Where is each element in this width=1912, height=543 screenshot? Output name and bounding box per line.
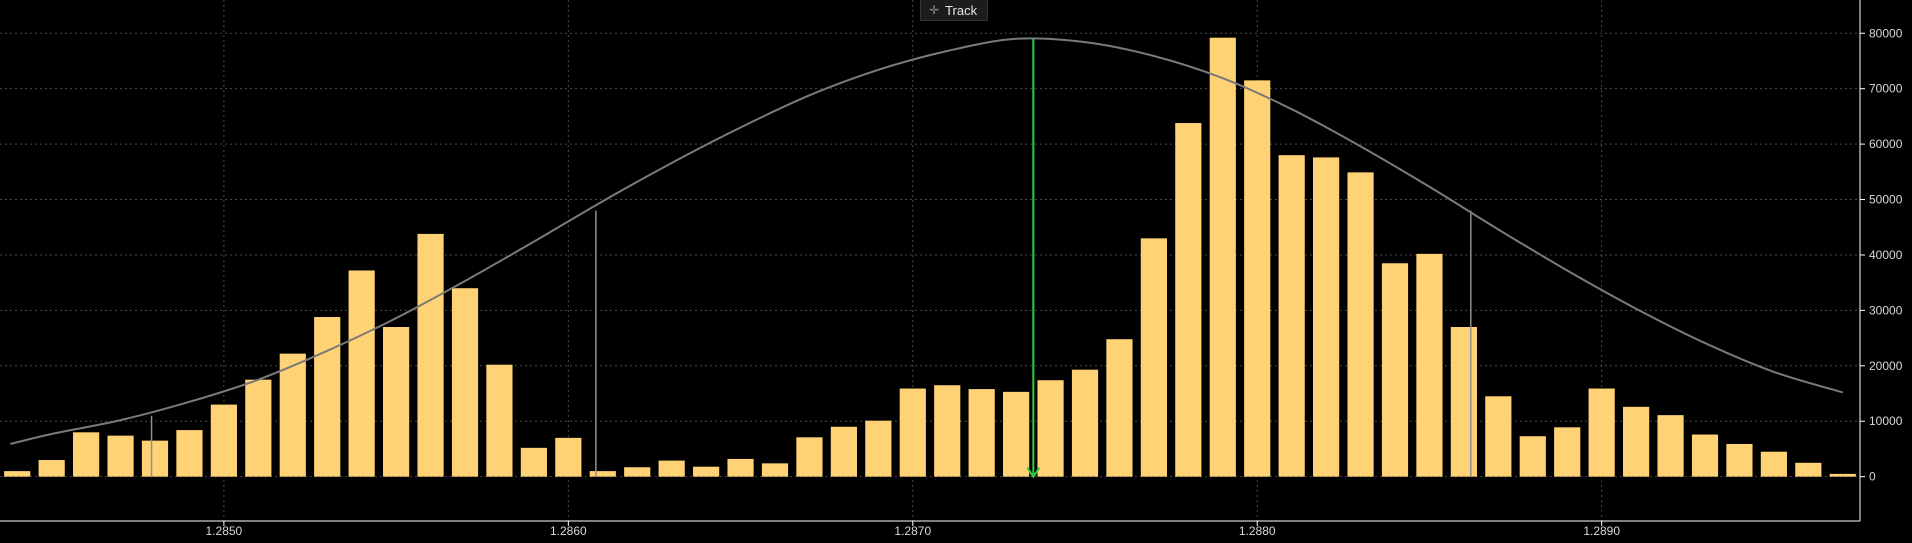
track-button-label: Track (945, 2, 978, 18)
histogram-bar (38, 460, 65, 477)
histogram-bar (1726, 443, 1753, 477)
histogram-bar (1106, 339, 1133, 477)
histogram-bar (1554, 427, 1581, 477)
histogram-bar (520, 447, 547, 477)
histogram-bar (4, 471, 31, 477)
histogram-bar (727, 458, 754, 477)
histogram-bar (1003, 391, 1030, 477)
histogram-bar (693, 466, 720, 477)
x-tick-label: 1.2890 (1583, 524, 1620, 538)
y-tick-label: 70000 (1869, 82, 1903, 96)
mean-marker-arrow (1026, 467, 1041, 479)
histogram-bar (314, 317, 341, 477)
y-tick-label: 10000 (1869, 414, 1903, 428)
y-tick-label: 0 (1869, 470, 1876, 484)
histogram-bar (555, 437, 582, 477)
grid-lines (0, 0, 1860, 521)
histogram-bar (107, 435, 134, 477)
histogram-bar (658, 460, 685, 477)
histogram-bar (1623, 406, 1650, 477)
histogram-bar (1795, 462, 1822, 477)
histogram-bar (1175, 123, 1202, 477)
x-tick-label: 1.2870 (894, 524, 931, 538)
histogram-bar (1209, 37, 1236, 477)
histogram-bar (1347, 172, 1374, 477)
histogram-bar (1037, 380, 1064, 477)
histogram-bar (1519, 436, 1546, 477)
crosshair-icon: ✛ (929, 3, 940, 17)
histogram-bar (1485, 396, 1512, 477)
histogram-bar (1829, 473, 1856, 477)
histogram-bar (761, 463, 789, 477)
x-tick-label: 1.2860 (550, 524, 587, 538)
y-tick-label: 20000 (1869, 359, 1903, 373)
histogram-bar (1657, 415, 1684, 477)
histogram-bar (1760, 451, 1787, 477)
histogram-bar (589, 471, 616, 477)
x-axis-ticks: 1.2850 1.2860 1.2870 1.2880 1.2890 (206, 521, 1620, 538)
histogram-bar (245, 379, 272, 477)
histogram-bar (417, 233, 444, 477)
histogram-bar (1313, 157, 1340, 477)
x-tick-label: 1.2850 (206, 524, 243, 538)
histogram-bar (279, 353, 306, 477)
histogram-bar (796, 437, 823, 477)
y-axis-ticks: 0 10000 20000 30000 40000 50000 60000 70000 8000… (1860, 26, 1903, 484)
histogram-bar (1416, 253, 1443, 477)
histogram-bar (73, 432, 100, 477)
y-tick-label: 50000 (1869, 193, 1903, 207)
y-tick-label: 80000 (1869, 26, 1903, 40)
histogram-bar (348, 270, 375, 477)
band-lines (150, 210, 1472, 477)
histogram-bars (4, 37, 1856, 477)
histogram-bar (1691, 434, 1719, 477)
histogram-bar (1244, 80, 1271, 477)
histogram-bar (1450, 327, 1477, 477)
track-button[interactable]: ✛ Track (920, 0, 989, 21)
axes (0, 0, 1861, 522)
histogram-bar (451, 288, 479, 477)
histogram-bar (383, 327, 410, 477)
histogram-bar (1278, 155, 1305, 477)
y-tick-label: 60000 (1869, 137, 1903, 151)
x-tick-label: 1.2880 (1239, 524, 1276, 538)
y-tick-label: 30000 (1869, 303, 1903, 317)
histogram-bar (1381, 263, 1409, 477)
histogram-bar (865, 420, 892, 477)
histogram-bar (830, 426, 857, 477)
distribution-curve (10, 37, 1844, 445)
histogram-bar (1140, 238, 1167, 477)
histogram-bar (934, 385, 961, 477)
histogram-bar (176, 430, 203, 477)
histogram-bar (210, 404, 237, 477)
histogram-bar (968, 389, 995, 477)
histogram-bar (899, 388, 926, 477)
mean-marker (1026, 38, 1041, 479)
histogram-bar (624, 467, 651, 477)
histogram-bar (1071, 369, 1099, 477)
histogram-bar (141, 440, 169, 477)
histogram-bar (486, 364, 513, 477)
y-tick-label: 40000 (1869, 248, 1903, 262)
histogram-bar (1588, 388, 1615, 477)
